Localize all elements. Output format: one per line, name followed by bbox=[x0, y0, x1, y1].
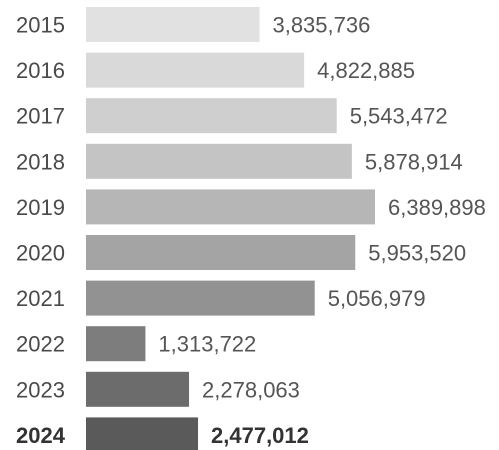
value-label: 2,477,012 bbox=[211, 423, 309, 448]
year-label: 2020 bbox=[16, 241, 65, 266]
value-label: 3,835,736 bbox=[272, 13, 370, 38]
bar-2019 bbox=[86, 189, 375, 225]
value-label: 6,389,898 bbox=[388, 195, 486, 220]
value-label: 2,278,063 bbox=[202, 377, 300, 402]
value-label: 4,822,885 bbox=[317, 58, 415, 83]
year-label: 2023 bbox=[16, 377, 65, 402]
bar-2024 bbox=[86, 417, 199, 450]
value-label: 1,313,722 bbox=[158, 332, 256, 357]
year-label: 2016 bbox=[16, 58, 65, 83]
year-label: 2022 bbox=[16, 332, 65, 357]
year-label: 2018 bbox=[16, 149, 65, 174]
value-label: 5,953,520 bbox=[368, 241, 466, 266]
bar-2020 bbox=[86, 235, 356, 270]
bar-2017 bbox=[86, 98, 337, 134]
year-label: 2019 bbox=[16, 195, 65, 220]
bar-2016 bbox=[86, 52, 305, 88]
bar-2022 bbox=[86, 326, 146, 362]
bar-2015 bbox=[86, 7, 260, 42]
bar-2023 bbox=[86, 371, 190, 407]
value-label: 5,056,979 bbox=[328, 286, 426, 311]
value-label: 5,878,914 bbox=[365, 149, 463, 174]
bar-2018 bbox=[86, 143, 352, 179]
bar-2021 bbox=[86, 280, 315, 316]
year-label: 2024 bbox=[16, 423, 66, 448]
year-label: 2017 bbox=[16, 104, 65, 129]
year-label: 2015 bbox=[16, 13, 65, 38]
value-label: 5,543,472 bbox=[350, 104, 448, 129]
year-label: 2021 bbox=[16, 286, 65, 311]
